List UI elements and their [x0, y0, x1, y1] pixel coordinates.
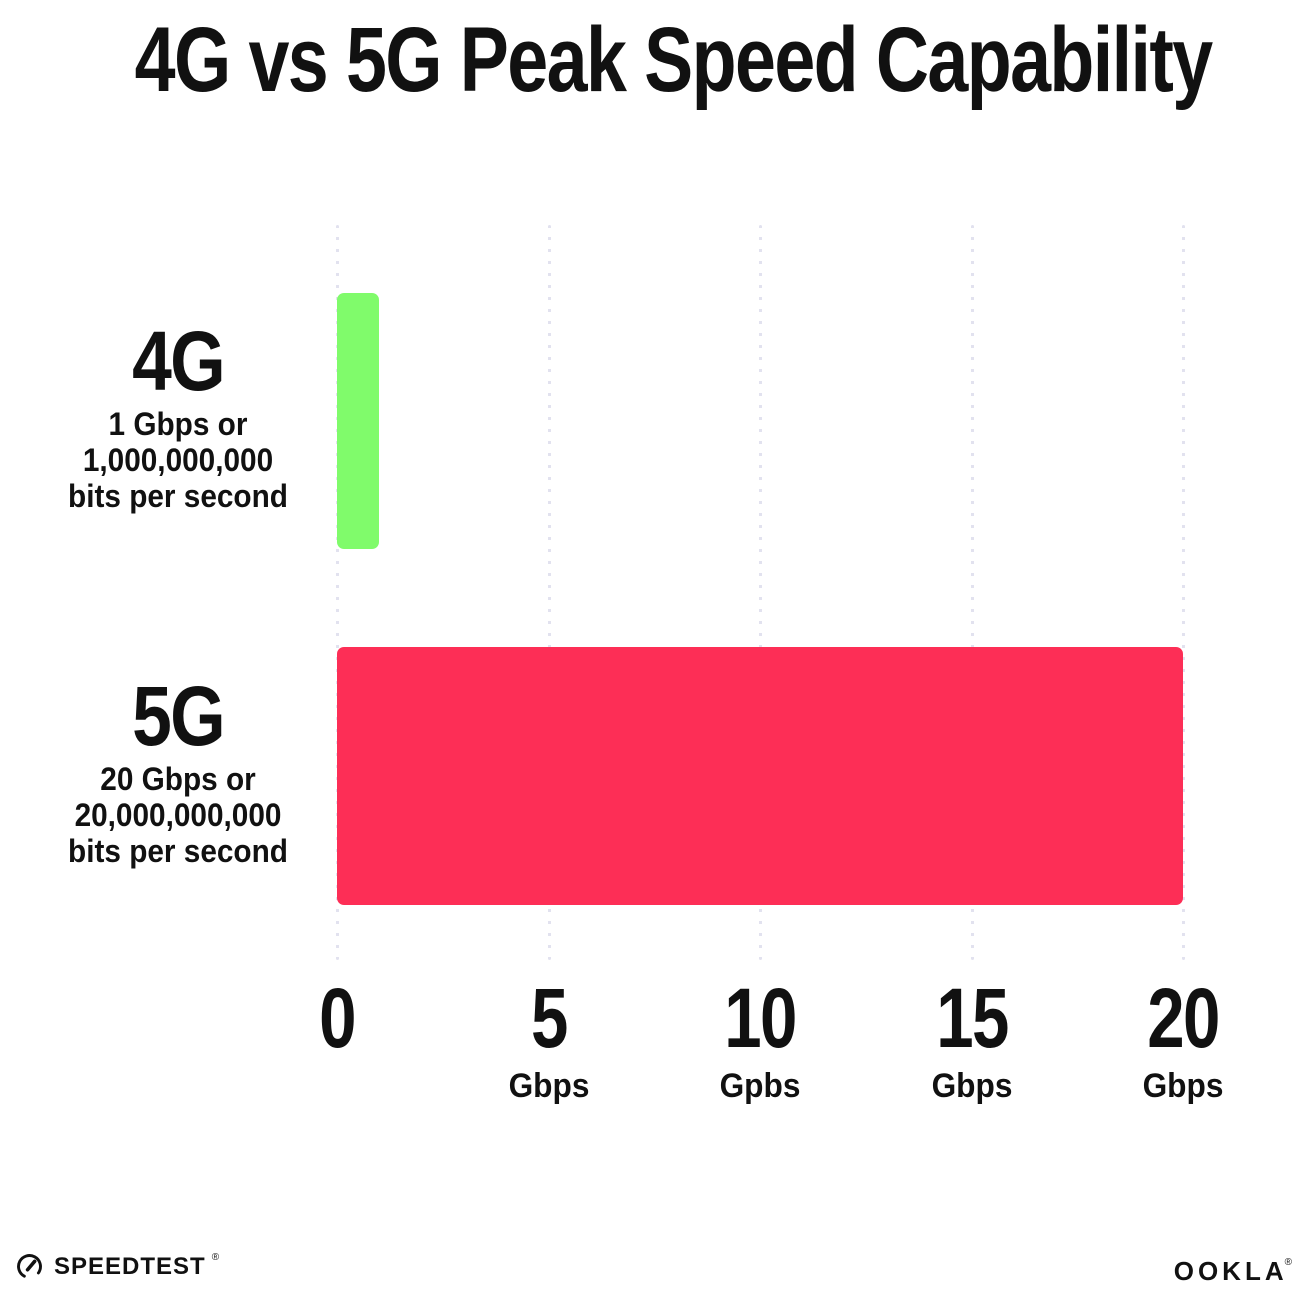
x-tick-20-value: 20 — [1138, 975, 1227, 1061]
x-tick-15-unit: Gbps — [931, 1067, 1012, 1105]
x-tick-15-value: 15 — [927, 975, 1016, 1061]
category-label-5g: 5G — [28, 671, 328, 761]
x-tick-20-number: 20 — [1147, 971, 1220, 1065]
x-tick-10-unit: Gpbs — [719, 1067, 801, 1105]
category-label-4g: 4G — [28, 316, 328, 406]
subtext-4g-line2: 1,000,000,000 — [82, 442, 274, 478]
x-tick-0-number: 0 — [319, 971, 356, 1065]
gridline-20 — [1182, 225, 1185, 960]
speedtest-wordmark: SPEEDTEST — [54, 1252, 206, 1280]
x-tick-0: 0 — [315, 975, 360, 1067]
gridline-15 — [970, 225, 974, 960]
category-label-5g-text: 5G — [132, 669, 226, 763]
x-tick-10: 10 Gpbs — [715, 975, 804, 1105]
speedometer-icon — [17, 1254, 42, 1279]
x-tick-5-number: 5 — [530, 971, 568, 1065]
row-label-4g: 4G 1 Gbps or 1,000,000,000 bits per seco… — [28, 316, 328, 514]
x-tick-5-value: 5 — [505, 975, 592, 1061]
subtext-4g-line1: 1 Gbps or — [108, 406, 248, 442]
x-tick-20: 20 Gbps — [1138, 975, 1227, 1105]
x-tick-10-number: 10 — [724, 971, 797, 1065]
plot-area — [336, 225, 1185, 960]
subtext-4g-line3: bits per second — [68, 478, 288, 514]
subtext-5g-line2: 20,000,000,000 — [74, 797, 282, 833]
ookla-logo: OOKLA ® — [1174, 1256, 1292, 1287]
bar-4g — [337, 293, 380, 549]
gridline-0 — [336, 225, 339, 960]
category-label-4g-text: 4G — [132, 314, 226, 408]
x-axis: 0 5 Gbps 10 Gpbs 15 Gbps 20 Gbps — [319, 975, 1223, 1115]
registered-trademark-icon: ® — [1284, 1257, 1292, 1268]
chart-title: 4G vs 5G Peak Speed Capability — [0, 8, 1308, 113]
chart-title-text: 4G vs 5G Peak Speed Capability — [134, 9, 1214, 111]
subtext-5g-line1: 20 Gbps or — [100, 761, 256, 797]
x-tick-5: 5 Gbps — [505, 975, 592, 1105]
x-tick-15: 15 Gbps — [927, 975, 1016, 1105]
x-tick-5-unit: Gbps — [508, 1067, 589, 1105]
x-tick-15-number: 15 — [935, 971, 1009, 1065]
speedtest-logo: SPEEDTEST ® — [14, 1251, 219, 1282]
gridline-5 — [547, 225, 551, 960]
x-tick-20-unit: Gbps — [1142, 1067, 1224, 1105]
registered-trademark-icon: ® — [211, 1252, 220, 1263]
gridline-10 — [759, 225, 762, 960]
bar-5g — [337, 647, 1183, 905]
row-label-5g: 5G 20 Gbps or 20,000,000,000 bits per se… — [28, 671, 328, 869]
x-tick-10-value: 10 — [715, 975, 804, 1061]
subtext-5g-line3: bits per second — [68, 833, 288, 869]
ookla-wordmark: OOKLA — [1173, 1256, 1288, 1286]
x-tick-0-value: 0 — [315, 975, 360, 1061]
